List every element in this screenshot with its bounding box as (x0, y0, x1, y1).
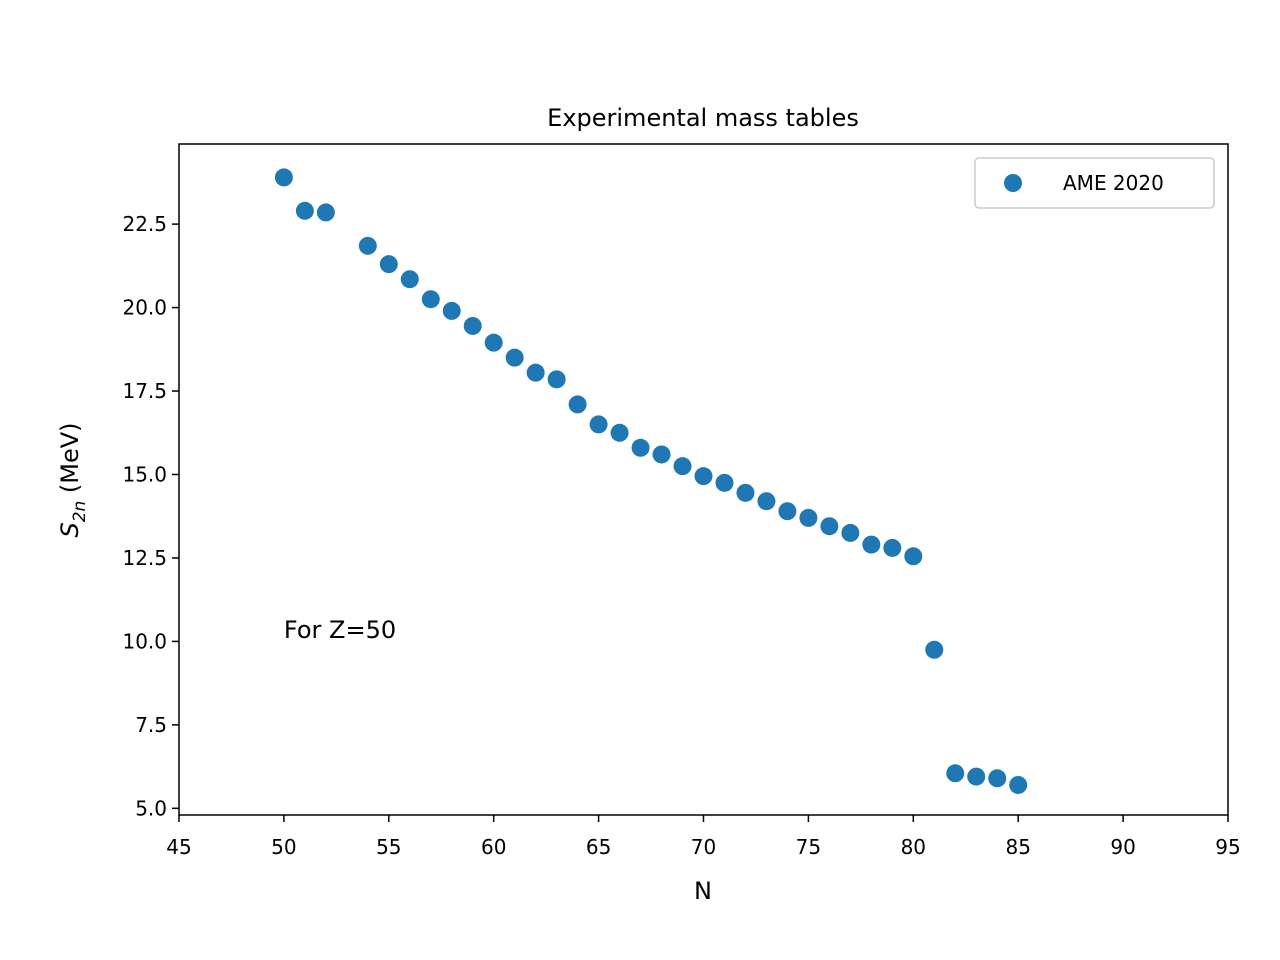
data-point (925, 640, 944, 659)
data-point (652, 445, 671, 464)
legend-label: AME 2020 (1063, 171, 1164, 195)
data-point (820, 517, 839, 536)
data-point (862, 535, 881, 554)
x-tick-label: 45 (166, 835, 191, 859)
data-point (967, 767, 986, 786)
data-point (736, 483, 755, 502)
y-tick-label: 12.5 (122, 546, 167, 570)
legend-marker (1004, 174, 1022, 192)
x-tick-label: 75 (796, 835, 821, 859)
data-point (883, 538, 902, 557)
x-tick-label: 90 (1110, 835, 1135, 859)
data-point (358, 236, 377, 255)
data-point (610, 423, 629, 442)
data-point (841, 523, 860, 542)
data-point (505, 348, 524, 367)
annotation-text: For Z=50 (284, 616, 396, 644)
y-tick-label: 15.0 (122, 462, 167, 486)
data-point (400, 270, 419, 289)
data-point (379, 255, 398, 274)
y-tick-label: 7.5 (135, 713, 167, 737)
x-tick-label: 55 (376, 835, 401, 859)
data-point (715, 473, 734, 492)
y-axis-label-unit: (MeV) (56, 422, 84, 500)
legend: AME 2020 (974, 157, 1215, 209)
data-point (1009, 775, 1028, 794)
x-tick-label: 80 (901, 835, 926, 859)
legend-box (974, 157, 1215, 209)
data-point (988, 769, 1007, 788)
y-tick-label: 20.0 (122, 296, 167, 320)
data-point (946, 764, 965, 783)
x-tick-label: 70 (691, 835, 716, 859)
y-tick-label: 10.0 (122, 629, 167, 653)
x-tick-label: 60 (481, 835, 506, 859)
data-point (694, 467, 713, 486)
data-point (484, 333, 503, 352)
data-point (274, 168, 293, 187)
points-layer (274, 168, 1028, 794)
y-tick-label: 22.5 (122, 212, 167, 236)
data-point (799, 508, 818, 527)
data-point (673, 457, 692, 476)
x-tick-label: 65 (586, 835, 611, 859)
data-point (463, 316, 482, 335)
data-point (547, 370, 566, 389)
y-axis-label: S2n (MeV) (56, 422, 90, 537)
data-point (568, 395, 587, 414)
y-axis: 5.0 7.5 10.0 12.5 15.0 17.5 20.0 22.5 (122, 212, 179, 820)
x-tick-label: 85 (1005, 835, 1030, 859)
data-point (295, 201, 314, 220)
x-tick-label: 95 (1215, 835, 1240, 859)
chart-title: Experimental mass tables (547, 104, 859, 132)
y-tick-label: 5.0 (135, 796, 167, 820)
x-tick-label: 50 (271, 835, 296, 859)
y-axis-label-subscript: 2n (70, 501, 90, 523)
data-point (316, 203, 335, 222)
data-point (904, 547, 923, 566)
data-point (421, 290, 440, 309)
data-point (778, 502, 797, 521)
y-tick-label: 17.5 (122, 379, 167, 403)
data-point (757, 492, 776, 511)
data-point (631, 438, 650, 457)
x-axis-label: N (694, 877, 712, 905)
y-axis-label-symbol: S (56, 522, 84, 537)
data-point (589, 415, 608, 434)
x-axis: 45 50 55 60 65 70 75 80 85 90 95 (166, 815, 1241, 859)
data-point (526, 363, 545, 382)
data-point (442, 301, 461, 320)
